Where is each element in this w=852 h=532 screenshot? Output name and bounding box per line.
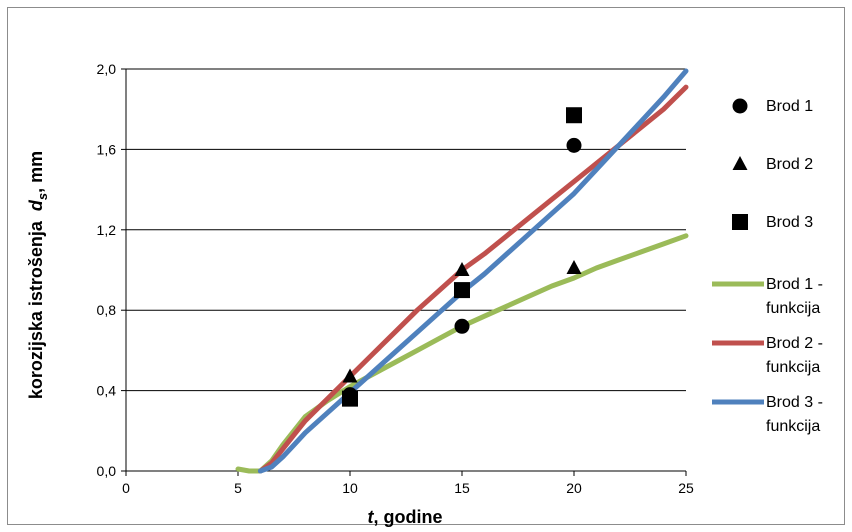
y-axis-label-unit: , mm [26, 151, 46, 193]
legend-label: Brod 3 [766, 214, 813, 231]
legend: Brod 1 Brod 2 Brod 3 Brod 1 - funkcija Brod 2… [712, 98, 823, 435]
x-tick-label: 5 [234, 480, 242, 496]
legend-label-cont: funkcija [766, 300, 820, 317]
y-axis-label: korozijska istrošenja ds, mm [26, 151, 50, 399]
y-axis-label-text: korozijska istrošenja [26, 211, 46, 399]
data-point-circle [454, 318, 470, 334]
legend-label: Brod 2 [766, 156, 813, 173]
data-point-square [566, 107, 582, 124]
y-tick-label: 1,2 [97, 222, 117, 238]
data-point-square [342, 390, 358, 407]
x-axis-label-var: t [368, 507, 375, 527]
data-point-square [454, 282, 470, 299]
y-tick-label: 0,4 [97, 383, 117, 399]
x-tick-label: 15 [454, 480, 470, 496]
series-line-3 [257, 68, 689, 474]
x-tick-label: 20 [566, 480, 582, 496]
data-point-circle [566, 137, 582, 153]
x-tick-label: 10 [342, 480, 358, 496]
legend-marker-circle [732, 98, 748, 114]
tick-labels: 0,0 0,4 0,8 1,2 1,6 2,0 0 5 10 15 20 25 [97, 61, 694, 496]
y-tick-label: 1,6 [97, 141, 117, 157]
legend-label: Brod 2 - [766, 335, 823, 352]
axes [121, 68, 687, 476]
y-tick-label: 2,0 [97, 61, 117, 77]
x-tick-label: 0 [122, 480, 130, 496]
x-tick-label: 25 [678, 480, 694, 496]
y-axis-label-var: d [26, 199, 46, 211]
data-point-triangle [566, 259, 582, 274]
chart-frame [7, 7, 845, 525]
grid [126, 68, 686, 392]
data-point-triangle [454, 262, 470, 276]
series-markers [342, 107, 582, 407]
legend-label-cont: funkcija [766, 418, 820, 435]
data-point-triangle [342, 368, 358, 383]
y-tick-label: 0,0 [97, 463, 117, 479]
y-tick-label: 0,8 [97, 302, 117, 318]
legend-label: Brod 1 [766, 98, 813, 115]
legend-label-cont: funkcija [766, 359, 820, 376]
legend-marker-triangle [732, 156, 748, 170]
x-axis-label-text: , godine [374, 507, 443, 527]
y-axis-label-sub: s [35, 193, 50, 200]
series-lines [235, 68, 689, 474]
legend-label: Brod 3 - [766, 394, 823, 411]
x-axis-label: t, godine [368, 507, 443, 527]
legend-label: Brod 1 - [766, 276, 823, 293]
legend-marker-square [732, 214, 748, 230]
